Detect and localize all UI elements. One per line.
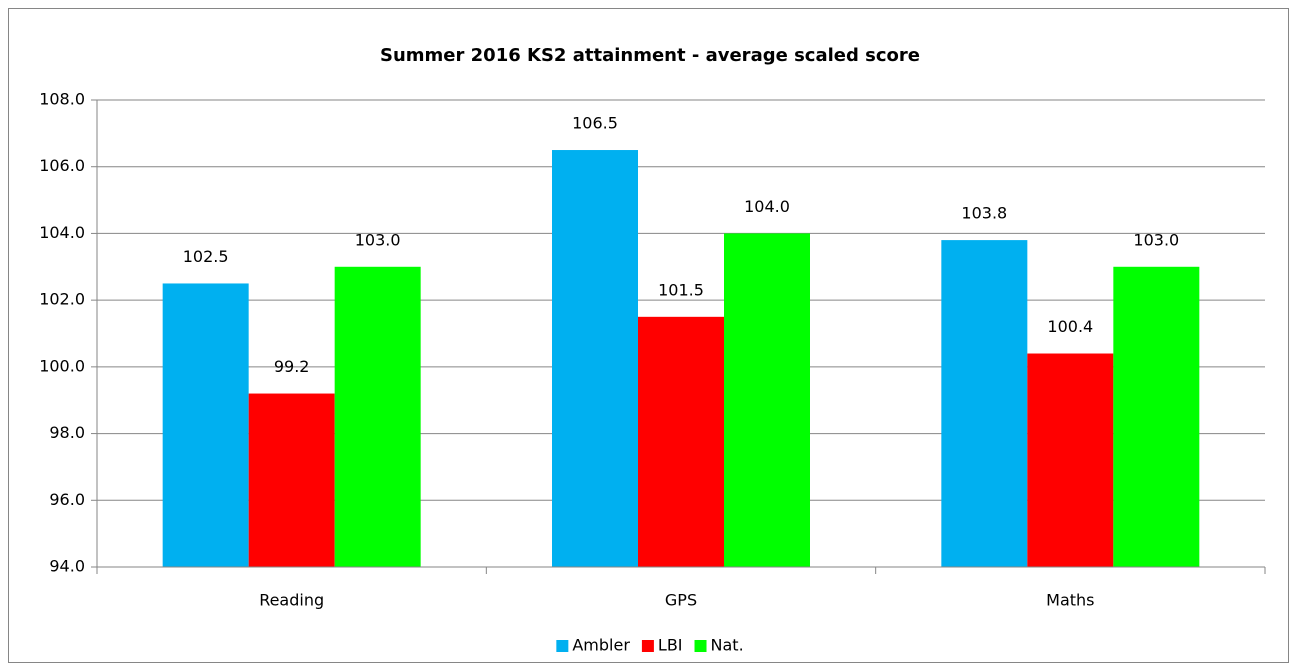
bar — [248, 393, 335, 567]
data-label: 103.0 — [1133, 230, 1179, 249]
data-label: 103.8 — [961, 204, 1007, 223]
y-tick-label: 98.0 — [49, 423, 85, 442]
bar — [552, 150, 638, 568]
data-label: 106.5 — [572, 114, 618, 133]
legend-swatch — [641, 640, 654, 652]
bar — [941, 240, 1028, 567]
data-label: 102.5 — [183, 247, 229, 266]
data-label: 103.0 — [355, 230, 401, 249]
bar — [1113, 266, 1200, 567]
bar — [638, 316, 724, 567]
data-label: 101.5 — [658, 280, 704, 299]
y-tick-label: 100.0 — [39, 356, 85, 375]
legend-label: LBI — [658, 636, 683, 655]
x-tick-label: GPS — [665, 591, 697, 610]
data-label: 100.4 — [1047, 317, 1093, 336]
bar — [1027, 353, 1114, 567]
legend-swatch — [694, 640, 707, 652]
legend-label: Ambler — [572, 636, 630, 655]
y-tick-label: 96.0 — [49, 490, 85, 509]
y-tick-label: 94.0 — [49, 557, 85, 576]
x-tick-label: Reading — [259, 591, 324, 610]
data-label: 104.0 — [744, 197, 790, 216]
bar — [162, 283, 249, 567]
y-tick-label: 108.0 — [39, 90, 85, 109]
y-tick-label: 104.0 — [39, 223, 85, 242]
legend-swatch — [556, 640, 569, 652]
x-tick-label: Maths — [1046, 591, 1094, 610]
legend-label: Nat. — [711, 636, 744, 655]
bar — [334, 266, 421, 567]
chart-title: Summer 2016 KS2 attainment - average sca… — [380, 45, 920, 66]
y-tick-label: 102.0 — [39, 290, 85, 309]
bar — [724, 233, 810, 567]
y-tick-label: 106.0 — [39, 156, 85, 175]
data-label: 99.2 — [274, 357, 310, 376]
